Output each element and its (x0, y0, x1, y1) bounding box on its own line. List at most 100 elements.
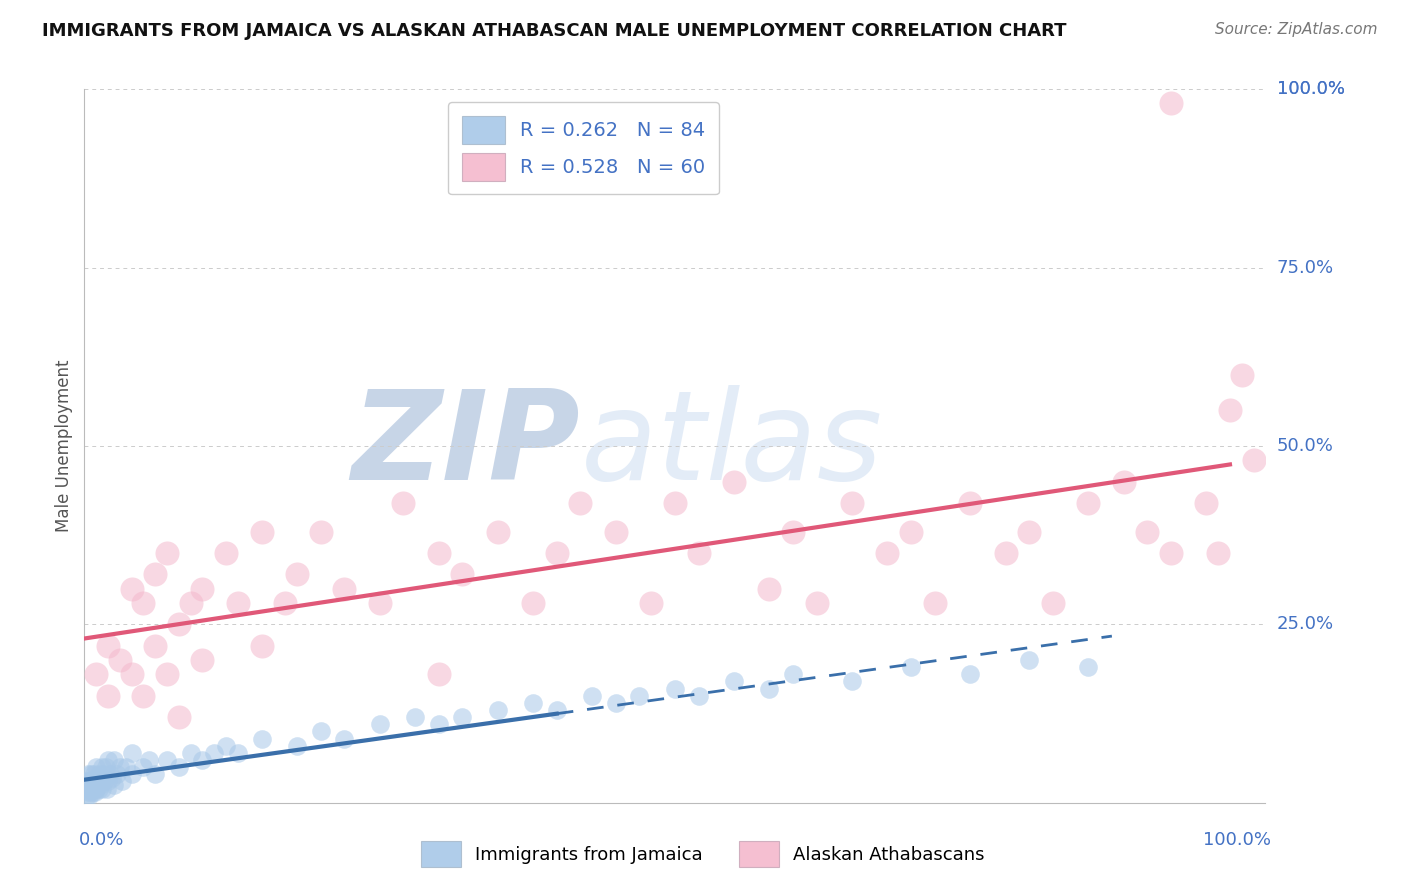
Point (664, 681, 686, 696)
Point (80, 781, 103, 796)
Point (76, 789, 98, 803)
Point (285, 567, 308, 582)
Point (688, 689, 710, 703)
Point (758, 582, 780, 596)
Point (121, 582, 143, 596)
Point (1219, 403, 1241, 417)
Point (87, 781, 110, 796)
Point (427, 717, 450, 731)
Point (77, 789, 100, 803)
Point (841, 674, 863, 689)
Point (333, 731, 356, 746)
Point (83, 774, 105, 789)
Point (226, 596, 249, 610)
Point (569, 496, 592, 510)
Point (86, 774, 108, 789)
Point (427, 546, 450, 560)
Point (121, 667, 143, 681)
Point (79, 785, 101, 799)
Point (156, 753, 179, 767)
Point (138, 753, 160, 767)
Point (841, 496, 863, 510)
Point (1077, 660, 1099, 674)
Point (114, 760, 136, 774)
Text: atlas: atlas (581, 385, 883, 507)
Point (226, 746, 249, 760)
Point (1160, 546, 1182, 560)
Point (959, 496, 981, 510)
Point (191, 582, 214, 596)
Point (806, 596, 828, 610)
Point (1018, 524, 1040, 539)
Point (546, 703, 568, 717)
Point (77, 785, 100, 799)
Point (876, 546, 898, 560)
Point (451, 567, 474, 582)
Point (1112, 475, 1135, 489)
Point (250, 639, 273, 653)
Text: 75.0%: 75.0% (1277, 259, 1334, 277)
Point (76, 774, 98, 789)
Point (75, 781, 97, 796)
Point (108, 653, 131, 667)
Point (688, 546, 710, 560)
Point (97, 639, 120, 653)
Point (132, 760, 155, 774)
Point (94, 760, 117, 774)
Point (143, 767, 166, 781)
Point (900, 524, 922, 539)
Text: 50.0%: 50.0% (1277, 437, 1333, 455)
Point (368, 717, 391, 731)
Text: 100.0%: 100.0% (1277, 80, 1344, 98)
Point (180, 596, 202, 610)
Point (427, 667, 450, 681)
Point (79, 774, 101, 789)
Point (108, 760, 131, 774)
Legend: Immigrants from Jamaica, Alaskan Athabascans: Immigrants from Jamaica, Alaskan Athabas… (413, 834, 993, 874)
Point (83, 767, 105, 781)
Point (1018, 653, 1040, 667)
Point (215, 739, 238, 753)
Point (87, 767, 110, 781)
Point (581, 689, 603, 703)
Point (143, 639, 166, 653)
Point (250, 731, 273, 746)
Point (77, 778, 100, 792)
Point (202, 746, 225, 760)
Point (97, 774, 120, 789)
Point (156, 667, 179, 681)
Point (486, 703, 509, 717)
Point (1243, 453, 1265, 467)
Point (191, 753, 214, 767)
Point (167, 617, 190, 632)
Text: IMMIGRANTS FROM JAMAICA VS ALASKAN ATHABASCAN MALE UNEMPLOYMENT CORRELATION CHAR: IMMIGRANTS FROM JAMAICA VS ALASKAN ATHAB… (42, 22, 1067, 40)
Text: 100.0%: 100.0% (1277, 80, 1344, 98)
Point (522, 696, 544, 710)
Point (91, 760, 114, 774)
Point (605, 524, 627, 539)
Point (250, 524, 273, 539)
Point (80, 767, 103, 781)
Point (84, 785, 107, 799)
Point (546, 546, 568, 560)
Point (758, 681, 780, 696)
Point (522, 596, 544, 610)
Point (924, 596, 946, 610)
Point (84, 667, 107, 681)
Point (1136, 524, 1159, 539)
Point (1230, 368, 1253, 382)
Point (97, 689, 120, 703)
Point (103, 778, 125, 792)
Point (100, 771, 122, 785)
Text: 100.0%: 100.0% (1204, 831, 1271, 849)
Point (89, 771, 111, 785)
Point (640, 596, 662, 610)
Point (1206, 546, 1229, 560)
Point (98, 767, 121, 781)
Point (83, 781, 105, 796)
Point (274, 596, 297, 610)
Point (1042, 596, 1064, 610)
Point (782, 524, 804, 539)
Point (84, 778, 107, 792)
Point (215, 546, 238, 560)
